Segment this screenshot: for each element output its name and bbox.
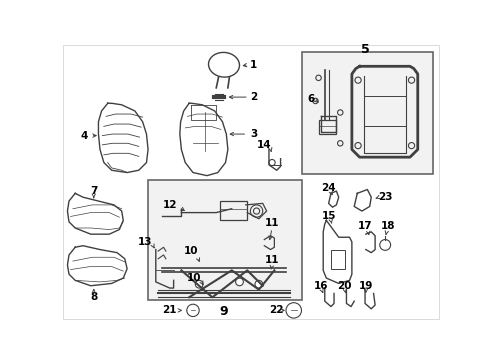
Text: 15: 15: [321, 211, 336, 221]
Text: 10: 10: [184, 246, 199, 256]
Text: 7: 7: [90, 186, 98, 196]
Text: 19: 19: [359, 281, 373, 291]
Text: 1: 1: [250, 60, 257, 70]
Text: 16: 16: [314, 281, 328, 291]
Text: 14: 14: [257, 140, 271, 150]
Circle shape: [236, 278, 244, 286]
Text: 20: 20: [337, 281, 351, 291]
Text: 11: 11: [265, 217, 279, 228]
Text: 12: 12: [163, 200, 177, 210]
Text: 10: 10: [187, 273, 202, 283]
Text: 9: 9: [220, 305, 228, 318]
Text: 18: 18: [381, 221, 395, 231]
Text: 23: 23: [378, 192, 392, 202]
Bar: [148, 180, 301, 300]
Text: 17: 17: [358, 221, 372, 231]
Text: 5: 5: [361, 43, 369, 56]
Bar: [301, 53, 433, 174]
Text: 24: 24: [321, 183, 336, 193]
Text: 22: 22: [270, 305, 284, 315]
Text: 13: 13: [138, 237, 152, 247]
Text: 6: 6: [307, 94, 315, 104]
Bar: [220, 201, 247, 220]
Text: 2: 2: [250, 92, 257, 102]
Bar: [331, 249, 345, 269]
Text: 4: 4: [81, 131, 88, 141]
Circle shape: [255, 280, 263, 288]
Text: 3: 3: [250, 129, 257, 139]
Text: 11: 11: [265, 255, 279, 265]
Text: 8: 8: [90, 292, 98, 302]
Text: 21: 21: [163, 305, 177, 315]
Circle shape: [196, 280, 203, 288]
Bar: [319, 120, 336, 134]
